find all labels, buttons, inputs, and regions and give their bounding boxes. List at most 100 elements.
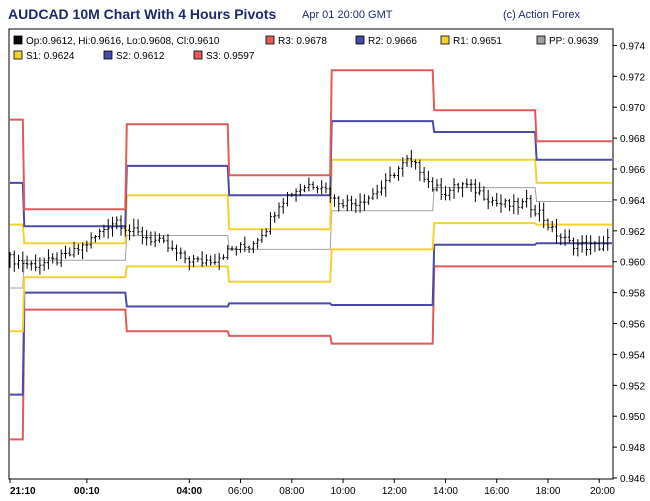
price-bar — [418, 159, 422, 182]
price-bar — [576, 239, 580, 257]
price-bar — [529, 194, 533, 218]
price-bar — [8, 251, 12, 268]
chart-timestamp: Apr 01 20:00 GMT — [302, 9, 393, 21]
price-bar — [89, 232, 93, 249]
price-bar — [175, 244, 179, 261]
legend-entry: S1: 0.9624 — [26, 51, 75, 62]
price-bar — [226, 244, 230, 260]
price-bar — [187, 256, 191, 271]
legend-entry: S3: 0.9597 — [206, 51, 255, 62]
pivot-lines — [10, 69, 612, 441]
price-bar — [354, 198, 358, 213]
price-bar — [345, 194, 349, 212]
price-bar — [379, 180, 383, 196]
price-bar — [307, 177, 311, 192]
legend-entry: R1: 0.9651 — [453, 36, 502, 47]
price-bar — [110, 216, 114, 237]
x-tick-label: 21:10 — [10, 486, 36, 497]
price-bar — [128, 224, 132, 241]
price-bar — [503, 198, 507, 208]
x-tick-label: 16:00 — [484, 486, 509, 497]
price-bar — [196, 256, 200, 263]
price-bar — [405, 155, 409, 167]
price-bar — [170, 240, 174, 251]
price-bar — [559, 233, 563, 246]
price-bar — [550, 220, 554, 233]
price-bar — [264, 228, 268, 238]
price-bar — [204, 254, 208, 266]
price-bar — [251, 241, 255, 254]
price-bar — [508, 199, 512, 212]
price-bar — [341, 199, 345, 209]
price-bar — [98, 228, 102, 240]
price-bar — [273, 211, 277, 223]
price-bar — [166, 233, 170, 252]
price-bar — [554, 218, 558, 244]
price-bar — [136, 219, 140, 236]
price-bar — [362, 194, 366, 211]
price-bar — [153, 231, 157, 248]
x-tick-label: 12:00 — [382, 486, 407, 497]
price-bar — [350, 195, 354, 211]
price-bar — [580, 235, 584, 253]
price-bar — [435, 179, 439, 192]
price-bar — [17, 254, 21, 269]
price-bar — [213, 253, 217, 265]
y-tick-label: 0.948 — [620, 443, 645, 454]
price-bar — [358, 193, 362, 213]
x-tick-label: 18:00 — [535, 486, 560, 497]
price-bar — [337, 195, 341, 212]
price-bar — [268, 212, 272, 235]
price-bar — [76, 243, 80, 255]
price-bar — [371, 188, 375, 200]
x-axis: 21:10 00:10 04:00 06:00 08:00 10:00 12:00 14:00… — [9, 479, 615, 497]
price-bar — [260, 229, 264, 243]
pivot-line-r3 — [10, 69, 612, 211]
price-bars — [8, 149, 610, 275]
price-bar — [516, 197, 520, 215]
price-bar — [51, 253, 55, 264]
price-bar — [525, 189, 529, 208]
price-bar — [448, 187, 452, 201]
price-bar — [589, 235, 593, 255]
price-bar — [239, 242, 243, 253]
y-tick-label: 0.954 — [620, 350, 645, 361]
price-bar — [328, 186, 332, 203]
price-bar — [157, 233, 161, 243]
price-bar — [456, 182, 460, 193]
price-bar — [520, 198, 524, 209]
price-bar — [132, 218, 136, 237]
price-bar — [234, 246, 238, 256]
legend-entry: PP: 0.9639 — [549, 36, 599, 47]
price-bar — [277, 202, 281, 219]
price-bar — [490, 196, 494, 206]
price-bar — [290, 192, 294, 197]
x-tick-label: 00:10 — [74, 486, 100, 497]
price-bar — [315, 185, 319, 194]
price-bar — [452, 178, 456, 199]
price-bar — [25, 255, 29, 269]
price-bar — [431, 177, 435, 192]
price-bar — [495, 192, 499, 207]
legend-swatch — [13, 50, 23, 60]
price-bar — [482, 186, 486, 201]
price-bar — [59, 249, 63, 267]
price-bar — [243, 236, 247, 252]
price-bar — [572, 237, 576, 256]
price-bar — [29, 260, 33, 271]
price-bar — [384, 173, 388, 197]
price-bar — [192, 254, 196, 268]
price-bar — [149, 231, 153, 246]
y-tick-label: 0.950 — [620, 412, 645, 423]
price-bar — [401, 157, 405, 177]
pivot-line-r1 — [10, 158, 612, 245]
price-bar — [230, 245, 234, 252]
price-bar — [397, 166, 401, 181]
legend-entry: R3: 0.9678 — [278, 36, 327, 47]
price-bar — [72, 241, 76, 258]
price-bar — [563, 229, 567, 246]
price-bar — [367, 195, 371, 205]
legend: Op:0.9612, Hi:0.9616, Lo:0.9608, Cl:0.96… — [13, 35, 599, 62]
price-bar — [486, 189, 490, 210]
